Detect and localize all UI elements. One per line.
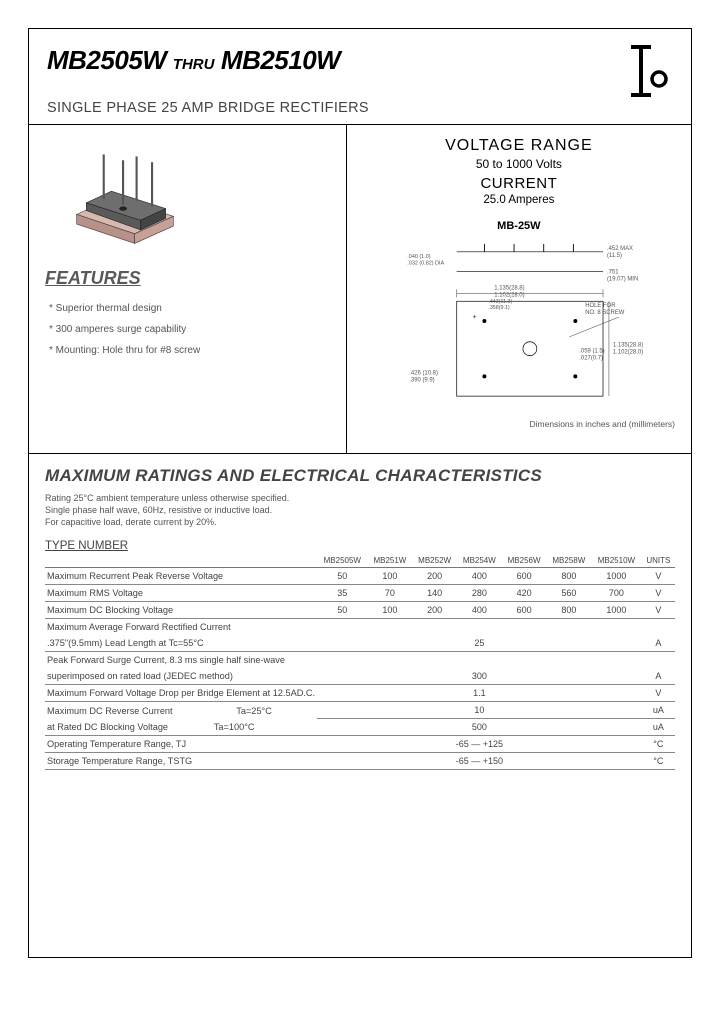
part-to: MB2510W xyxy=(221,45,340,75)
current-label: CURRENT xyxy=(359,175,679,192)
feature-item: Mounting: Hole thru for #8 screw xyxy=(49,345,330,356)
type-number-label: TYPE NUMBER xyxy=(45,540,675,552)
param-cell: Maximum DC Blocking Voltage xyxy=(45,602,317,619)
dim-text: .040 (1.0).032 (0.82) DIA xyxy=(407,254,444,267)
ratings-table: MB2505W MB251W MB252W MB254W MB256W MB25… xyxy=(45,554,675,770)
value-cell: 100 xyxy=(368,602,413,619)
header-left: MB2505W THRU MB2510W SINGLE PHASE 25 AMP… xyxy=(47,39,619,116)
features-list: Superior thermal design 300 amperes surg… xyxy=(49,303,330,356)
col-header: MB258W xyxy=(546,554,591,568)
feature-item: 300 amperes surge capability xyxy=(49,324,330,335)
package-label: MB-25W xyxy=(359,220,679,232)
param-cell: Maximum RMS Voltage xyxy=(45,585,317,602)
ratings-section: MAXIMUM RATINGS AND ELECTRICAL CHARACTER… xyxy=(29,454,691,778)
value-cell: 70 xyxy=(368,585,413,602)
component-illustration xyxy=(45,139,205,255)
dim-text: 1.135(28.8)1.102(28.0) xyxy=(613,343,643,356)
document-frame: MB2505W THRU MB2510W SINGLE PHASE 25 AMP… xyxy=(28,28,692,958)
svg-text:+: + xyxy=(472,314,476,321)
ratings-title: MAXIMUM RATINGS AND ELECTRICAL CHARACTER… xyxy=(45,466,675,486)
value-cell: 400 xyxy=(457,568,502,585)
value-cell: 800 xyxy=(546,602,591,619)
voltage-label: VOLTAGE RANGE xyxy=(359,137,679,155)
mid-row: FEATURES Superior thermal design 300 amp… xyxy=(29,125,691,454)
value-cell: 100 xyxy=(368,568,413,585)
dim-text: .059 (1.5).027(0.7) xyxy=(579,349,604,362)
value-cell: 800 xyxy=(546,568,591,585)
col-header: MB2505W xyxy=(317,554,367,568)
svg-text:HOLE FOR: HOLE FOR xyxy=(585,303,615,309)
logo-icon xyxy=(621,43,671,103)
unit-cell: V xyxy=(642,568,675,585)
title-thru: THRU xyxy=(173,56,215,73)
value-cell: 140 xyxy=(412,585,457,602)
title-row: MB2505W THRU MB2510W xyxy=(47,45,619,76)
dim-text: .452 MAX(11.5) xyxy=(607,246,633,259)
svg-text:NO. 8 SCREW: NO. 8 SCREW xyxy=(585,310,625,316)
unit-cell: V xyxy=(642,602,675,619)
ratings-note-line: Single phase half wave, 60Hz, resistive … xyxy=(45,504,675,516)
svg-text:.358(9.1): .358(9.1) xyxy=(488,305,510,311)
value-cell: 1000 xyxy=(591,568,641,585)
value-cell: 1000 xyxy=(591,602,641,619)
value-cell: 200 xyxy=(412,602,457,619)
feature-item: Superior thermal design xyxy=(49,303,330,314)
page: MB2505W THRU MB2510W SINGLE PHASE 25 AMP… xyxy=(0,0,720,1012)
subtitle: SINGLE PHASE 25 AMP BRIDGE RECTIFIERS xyxy=(47,100,619,116)
col-header: MB254W xyxy=(457,554,502,568)
ratings-note-line: For capacitive load, derate current by 2… xyxy=(45,516,675,528)
value-cell: 600 xyxy=(502,602,547,619)
col-header: UNITS xyxy=(642,554,675,568)
value-cell: 420 xyxy=(502,585,547,602)
col-header: MB256W xyxy=(502,554,547,568)
features-title: FEATURES xyxy=(45,268,330,289)
value-cell: 400 xyxy=(457,602,502,619)
dim-text: .751(19.07) MIN xyxy=(607,270,638,283)
brand-logo xyxy=(619,39,673,116)
specs-cell: VOLTAGE RANGE 50 to 1000 Volts CURRENT 2… xyxy=(347,125,691,453)
value-cell: 50 xyxy=(317,568,367,585)
value-cell: 35 xyxy=(317,585,367,602)
voltage-value: 50 to 1000 Volts xyxy=(359,157,679,171)
part-from: MB2505W xyxy=(47,45,166,75)
col-header: MB251W xyxy=(368,554,413,568)
unit-cell: V xyxy=(642,585,675,602)
value-cell: 560 xyxy=(546,585,591,602)
current-value: 25.0 Amperes xyxy=(359,194,679,206)
dimension-note: Dimensions in inches and (millimeters) xyxy=(359,419,679,429)
value-cell: 700 xyxy=(591,585,641,602)
features-cell: FEATURES Superior thermal design 300 amp… xyxy=(29,125,347,453)
mechanical-drawing: .452 MAX(11.5) .751(19.07) MIN .040 (1.0… xyxy=(384,238,654,408)
header: MB2505W THRU MB2510W SINGLE PHASE 25 AMP… xyxy=(29,29,691,125)
col-header: MB252W xyxy=(412,554,457,568)
ratings-note-line: Rating 25°C ambient temperature unless o… xyxy=(45,492,675,504)
dim-text: .426 (10.8).390 (9.9) xyxy=(409,370,438,383)
col-header: MB2510W xyxy=(591,554,641,568)
value-cell: 200 xyxy=(412,568,457,585)
dim-text: 1.135(28.8)1.102(28.0) xyxy=(494,285,524,298)
value-cell: 600 xyxy=(502,568,547,585)
value-cell: 50 xyxy=(317,602,367,619)
param-cell: Maximum Recurrent Peak Reverse Voltage xyxy=(45,568,317,585)
ratings-notes: Rating 25°C ambient temperature unless o… xyxy=(45,492,675,528)
value-cell: 280 xyxy=(457,585,502,602)
